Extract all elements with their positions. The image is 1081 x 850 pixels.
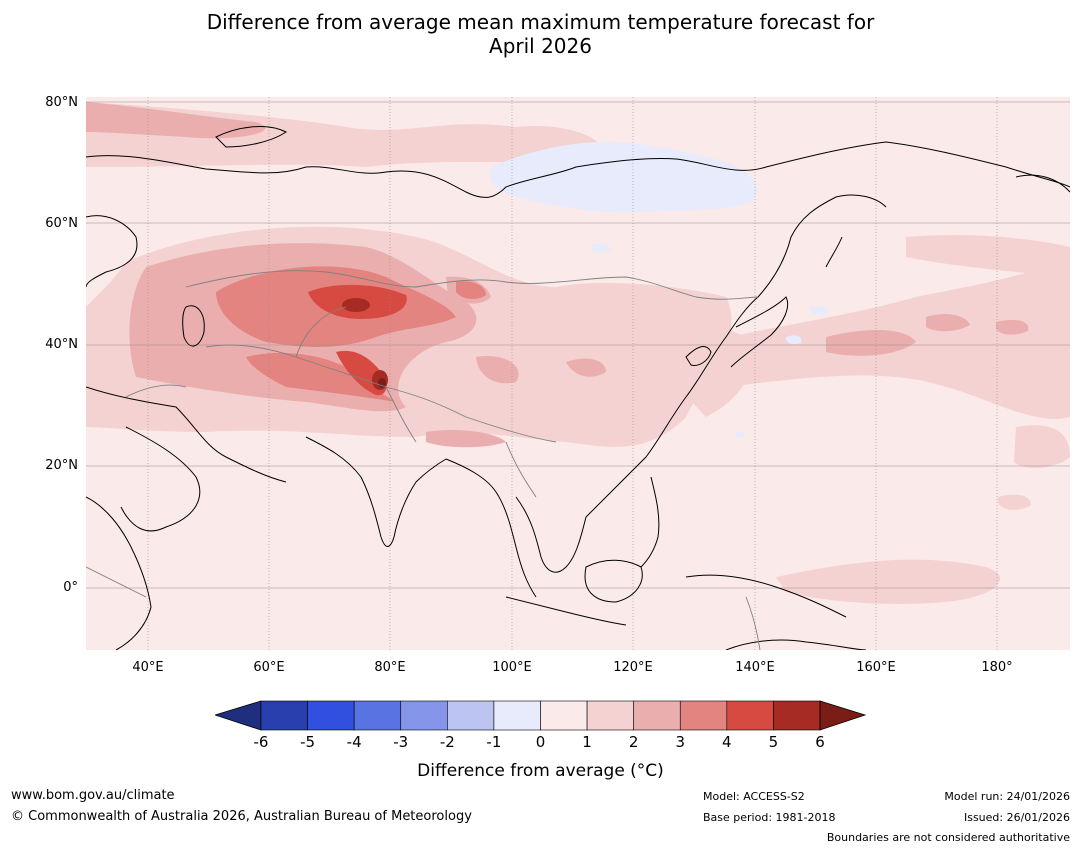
colorbar — [213, 700, 867, 738]
colorbar-cell — [447, 700, 495, 731]
colorbar-tick-label: 2 — [628, 733, 639, 751]
lat-label-0: 0° — [63, 580, 78, 595]
forecast-map — [86, 97, 1070, 650]
colorbar-cell — [307, 700, 355, 731]
lon-label-120e: 120°E — [613, 660, 653, 675]
anomaly-negative-regions — [489, 142, 830, 438]
colorbar-tick-label: 0 — [535, 733, 546, 751]
website-link[interactable]: www.bom.gov.au/climate — [11, 788, 175, 803]
colorbar-cell — [400, 700, 448, 731]
issued-text: Issued: 26/01/2026 — [963, 811, 1070, 824]
lon-label-40e: 40°E — [132, 660, 164, 675]
colorbar-cell — [493, 700, 541, 731]
model-run-text: Model run: 24/01/2026 — [944, 790, 1070, 803]
lon-label-80e: 80°E — [374, 660, 406, 675]
title-line-1: Difference from average mean maximum tem… — [206, 10, 875, 34]
lon-label-180: 180° — [981, 660, 1013, 675]
colorbar-tick-label: -2 — [439, 733, 455, 751]
colorbar-over-arrow — [819, 700, 867, 731]
colorbar-tick-label: 6 — [815, 733, 825, 751]
colorbar-tick-label: 5 — [768, 733, 779, 751]
lat-label-20n: 20°N — [45, 458, 78, 473]
colorbar-cell — [679, 700, 728, 731]
colorbar-cell — [353, 700, 402, 731]
colorbar-cell — [633, 700, 681, 731]
colorbar-cell — [260, 700, 308, 731]
colorbar-tick-label: -4 — [346, 733, 362, 751]
lon-label-60e: 60°E — [253, 660, 285, 675]
model-text: Model: ACCESS-S2 — [703, 790, 805, 803]
lon-label-100e: 100°E — [492, 660, 532, 675]
colorbar-tick-label: -1 — [486, 733, 502, 751]
copyright-text: © Commonwealth of Australia 2026, Austra… — [11, 809, 472, 824]
lat-label-40n: 40°N — [45, 337, 78, 352]
colorbar-cell — [773, 700, 821, 731]
graticule — [86, 97, 1070, 650]
boundaries — [86, 270, 761, 650]
map-svg — [86, 97, 1070, 650]
colorbar-tick-label: 3 — [675, 733, 686, 751]
title-line-2: April 2026 — [489, 34, 592, 58]
colorbar-under-arrow — [213, 700, 262, 731]
disclaimer-text: Boundaries are not considered authoritat… — [826, 831, 1070, 844]
chart-title: Difference from average mean maximum tem… — [0, 10, 1081, 58]
colorbar-cell — [726, 700, 774, 731]
lat-label-80n: 80°N — [45, 95, 78, 110]
base-period-text: Base period: 1981-2018 — [703, 811, 836, 824]
lon-label-160e: 160°E — [856, 660, 896, 675]
colorbar-tick-label: -5 — [300, 733, 316, 751]
colorbar-tick-label: -6 — [253, 733, 269, 751]
lon-label-140e: 140°E — [735, 660, 775, 675]
anomaly-5-6-regions — [342, 298, 388, 390]
colorbar-svg — [213, 700, 867, 731]
coastlines — [86, 126, 1070, 650]
lat-label-60n: 60°N — [45, 216, 78, 231]
colorbar-tick-label: -3 — [393, 733, 409, 751]
colorbar-tick-label: 4 — [722, 733, 732, 751]
colorbar-cell — [540, 700, 588, 731]
colorbar-tick-label: 1 — [582, 733, 592, 751]
colorbar-cell — [586, 700, 634, 731]
colorbar-label: Difference from average (°C) — [417, 761, 664, 781]
